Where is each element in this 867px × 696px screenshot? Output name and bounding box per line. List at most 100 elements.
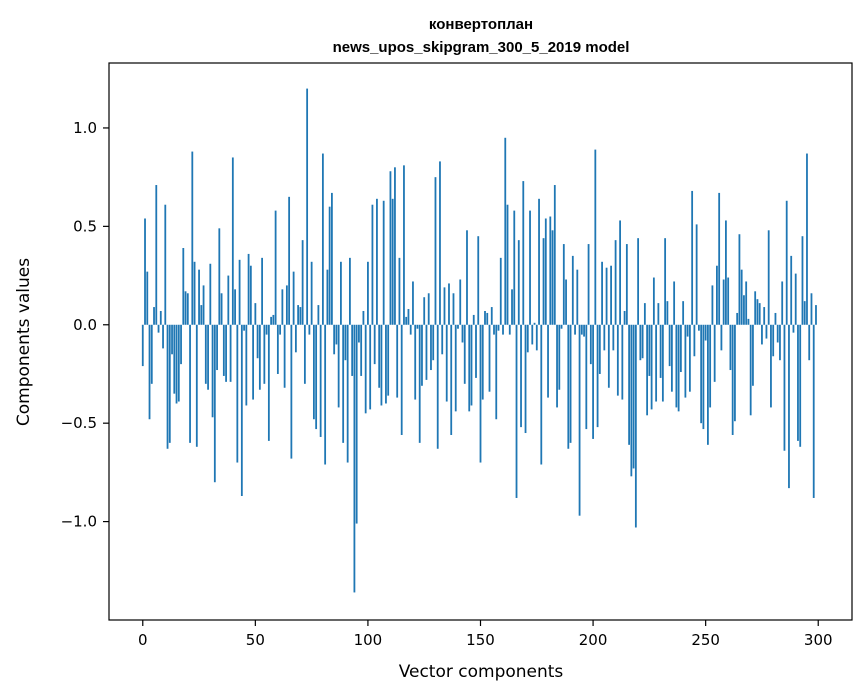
bar-242 xyxy=(686,324,689,337)
bar-109 xyxy=(387,324,390,396)
bar-152 xyxy=(484,310,486,325)
bar-92 xyxy=(349,257,351,325)
bar-160 xyxy=(502,324,504,335)
bar-239 xyxy=(679,324,682,373)
bar-297 xyxy=(810,293,813,325)
bar-96 xyxy=(358,324,360,343)
bar-288 xyxy=(790,255,793,325)
bar-184 xyxy=(556,324,558,408)
bar-57 xyxy=(270,316,273,325)
bar-101 xyxy=(369,324,372,410)
bar-132 xyxy=(439,161,441,325)
chart-title: конвертоплан xyxy=(429,16,533,33)
bar-120 xyxy=(412,281,414,325)
bar-75 xyxy=(310,261,313,325)
bar-76 xyxy=(312,324,315,420)
bar-53 xyxy=(261,257,263,325)
bar-144 xyxy=(466,230,468,325)
bar-177 xyxy=(540,324,543,465)
bar-179 xyxy=(544,218,547,325)
bar-116 xyxy=(403,165,405,325)
bar-162 xyxy=(506,204,509,325)
bar-181 xyxy=(549,216,552,325)
bar-77 xyxy=(315,324,318,430)
bar-222 xyxy=(641,324,644,359)
bar-287 xyxy=(788,324,790,489)
bar-50 xyxy=(254,303,257,325)
bar-86 xyxy=(335,324,338,345)
bar-298 xyxy=(812,324,815,498)
bar-158 xyxy=(497,324,500,331)
bar-52 xyxy=(258,324,261,390)
bar-129 xyxy=(432,324,435,361)
bar-193 xyxy=(576,269,579,325)
bar-163 xyxy=(508,324,511,335)
bar-45 xyxy=(243,324,245,331)
bar-133 xyxy=(441,324,444,355)
bar-289 xyxy=(792,324,795,333)
bar-165 xyxy=(513,210,516,325)
bar-128 xyxy=(430,324,432,371)
bar-173 xyxy=(531,324,534,345)
x-axis-ticks: 0 50 100 150 200 250 300 xyxy=(138,620,833,649)
bar-284 xyxy=(781,281,784,325)
bar-0 xyxy=(141,324,144,367)
bar-42 xyxy=(236,324,239,463)
bar-248 xyxy=(700,324,703,424)
x-tick-label-150: 150 xyxy=(466,631,495,649)
bar-190 xyxy=(569,324,572,443)
bar-7 xyxy=(157,324,160,333)
bar-146 xyxy=(470,324,473,406)
bar-219 xyxy=(634,324,637,528)
y-axis-ticks: −1.0 −0.5 0.0 0.5 1.0 xyxy=(61,119,109,531)
bar-1 xyxy=(144,218,146,325)
bar-290 xyxy=(794,273,797,325)
bar-107 xyxy=(382,200,385,325)
bar-55 xyxy=(265,324,268,335)
bar-31 xyxy=(211,324,214,418)
bar-38 xyxy=(227,275,230,325)
bar-150 xyxy=(479,324,482,463)
bar-102 xyxy=(371,204,374,325)
bar-115 xyxy=(400,324,403,435)
bar-233 xyxy=(666,301,669,325)
bar-151 xyxy=(481,324,484,400)
bar-30 xyxy=(209,263,212,325)
bar-291 xyxy=(797,324,799,441)
bar-208 xyxy=(610,265,612,325)
bar-272 xyxy=(754,291,757,325)
bar-252 xyxy=(709,324,712,408)
bar-221 xyxy=(639,324,642,361)
bar-293 xyxy=(801,236,804,325)
bar-159 xyxy=(499,257,502,325)
bar-44 xyxy=(240,324,243,496)
bar-185 xyxy=(558,324,561,390)
bar-154 xyxy=(488,324,491,392)
bar-199 xyxy=(589,324,592,365)
bar-166 xyxy=(515,324,518,498)
bar-126 xyxy=(425,324,428,380)
bar-98 xyxy=(362,310,365,325)
bar-131 xyxy=(436,324,439,449)
x-tick-label-50: 50 xyxy=(246,631,265,649)
bar-37 xyxy=(225,324,227,382)
bar-167 xyxy=(517,240,520,325)
bar-34 xyxy=(218,228,221,325)
bar-149 xyxy=(477,236,480,325)
bar-178 xyxy=(542,238,545,325)
bar-119 xyxy=(409,324,412,335)
bar-258 xyxy=(722,279,725,325)
bar-276 xyxy=(763,307,766,325)
bar-238 xyxy=(677,324,680,412)
bar-263 xyxy=(734,324,736,422)
chart-subtitle: news_upos_skipgram_300_5_2019 model xyxy=(333,39,630,56)
bar-271 xyxy=(752,324,754,386)
bar-201 xyxy=(594,149,597,325)
bar-212 xyxy=(619,220,621,325)
bar-217 xyxy=(630,324,633,477)
bar-79 xyxy=(319,324,322,437)
bar-121 xyxy=(414,324,417,400)
bar-281 xyxy=(774,312,777,325)
bar-28 xyxy=(204,324,207,384)
